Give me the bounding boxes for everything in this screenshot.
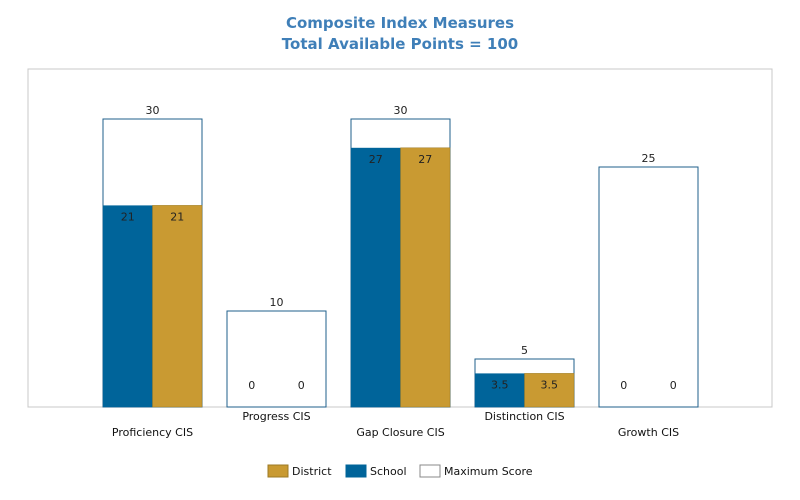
category-label-gap-closure-cis: Gap Closure CIS [356,426,444,439]
chart-title: Composite Index Measures [285,14,515,32]
max-score-bar-progress-cis [226,310,327,408]
district-bar-gap-closure-cis [400,147,451,408]
district-bar-distinction-cis [524,373,575,408]
legend-swatch-maximum-score [419,464,441,478]
category-label-progress-cis: Progress CIS [242,410,310,423]
legend-label-maximum-score: Maximum Score [444,465,533,478]
school-value-label-growth-cis: 0 [620,379,627,392]
district-value-label-progress-cis: 0 [298,379,305,392]
category-label-growth-cis: Growth CIS [618,426,679,439]
district-value-label-growth-cis: 0 [670,379,677,392]
school-bar-proficiency-cis [103,205,153,407]
max-score-label-distinction-cis: 5 [521,344,528,357]
school-bar-gap-closure-cis [351,147,401,408]
category-label-distinction-cis: Distinction CIS [484,410,564,423]
school-value-label-gap-closure-cis: 27 [369,153,383,166]
school-value-label-distinction-cis: 3.5 [491,378,509,391]
legend-swatch-district [267,464,289,478]
district-value-label-distinction-cis: 3.5 [541,378,559,391]
district-value-label-gap-closure-cis: 27 [418,153,432,166]
chart-subtitle: Total Available Points = 100 [281,35,519,53]
max-score-bar-growth-cis [598,166,699,408]
max-score-label-proficiency-cis: 30 [146,104,160,117]
legend-label-school: School [370,465,407,478]
max-score-label-growth-cis: 25 [642,152,656,165]
legend-label-district: District [292,465,332,478]
legend-swatch-school [345,464,367,478]
max-score-label-gap-closure-cis: 30 [394,104,408,117]
school-bar-distinction-cis [475,373,525,407]
max-score-label-progress-cis: 10 [270,296,284,309]
district-value-label-proficiency-cis: 21 [170,210,184,223]
school-value-label-progress-cis: 0 [248,379,255,392]
category-label-proficiency-cis: Proficiency CIS [112,426,193,439]
district-bar-proficiency-cis [152,205,203,408]
school-value-label-proficiency-cis: 21 [121,210,135,223]
